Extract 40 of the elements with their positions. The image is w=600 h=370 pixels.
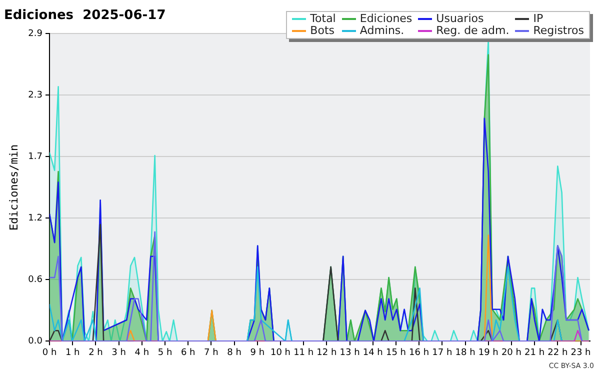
legend-label: Admins.: [360, 24, 404, 37]
y-tick-label: 1.7: [28, 152, 43, 162]
x-tick-label: 4 h: [134, 348, 150, 358]
legend-label: Usuarios: [436, 12, 484, 25]
x-tick-label: 19 h: [478, 348, 498, 358]
legend-label: Reg. de adm.: [436, 24, 510, 37]
legend-label: Ediciones: [360, 12, 412, 25]
x-tick-label: 15 h: [386, 348, 406, 358]
chart-title: Ediciones 2025-06-17: [4, 8, 166, 24]
x-tick-label: 18 h: [455, 348, 476, 358]
x-tick-label: 9 h: [250, 348, 265, 358]
x-tick-label: 0 h: [42, 348, 57, 358]
x-tick-label: 16 h: [409, 348, 430, 358]
x-tick-label: 7 h: [204, 348, 218, 358]
x-tick-label: 3 h: [112, 348, 126, 358]
y-tick-label: 2.3: [28, 90, 43, 100]
legend-label: Registros: [533, 24, 584, 37]
x-tick-label: 17 h: [432, 348, 452, 358]
y-tick-label: 2.9: [28, 28, 43, 39]
x-tick-label: 2 h: [88, 348, 103, 358]
x-tick-label: 22 h: [548, 348, 568, 358]
legend-label: Bots: [310, 24, 334, 37]
legend-label: IP: [533, 12, 544, 25]
x-tick-label: 1 h: [65, 348, 80, 358]
x-tick-label: 10 h: [270, 348, 291, 358]
x-tick-label: 23 h: [570, 348, 591, 358]
legend-label: Total: [310, 12, 336, 25]
y-axis-title: Ediciones/min: [7, 144, 20, 230]
x-tick-label: 8 h: [227, 348, 242, 358]
x-tick-label: 6 h: [180, 348, 196, 358]
x-tick-label: 21 h: [524, 348, 545, 358]
x-tick-label: 11 h: [294, 348, 314, 358]
y-tick-label: 1.2: [28, 214, 43, 224]
x-tick-label: 20 h: [501, 348, 522, 358]
x-tick-label: 5 h: [158, 348, 172, 358]
x-tick-label: 12 h: [316, 348, 337, 358]
y-tick-label: 0.0: [28, 336, 43, 347]
y-tick-label: 0.6: [28, 275, 43, 286]
x-tick-label: 14 h: [362, 348, 383, 358]
x-tick-label: 13 h: [340, 348, 360, 358]
